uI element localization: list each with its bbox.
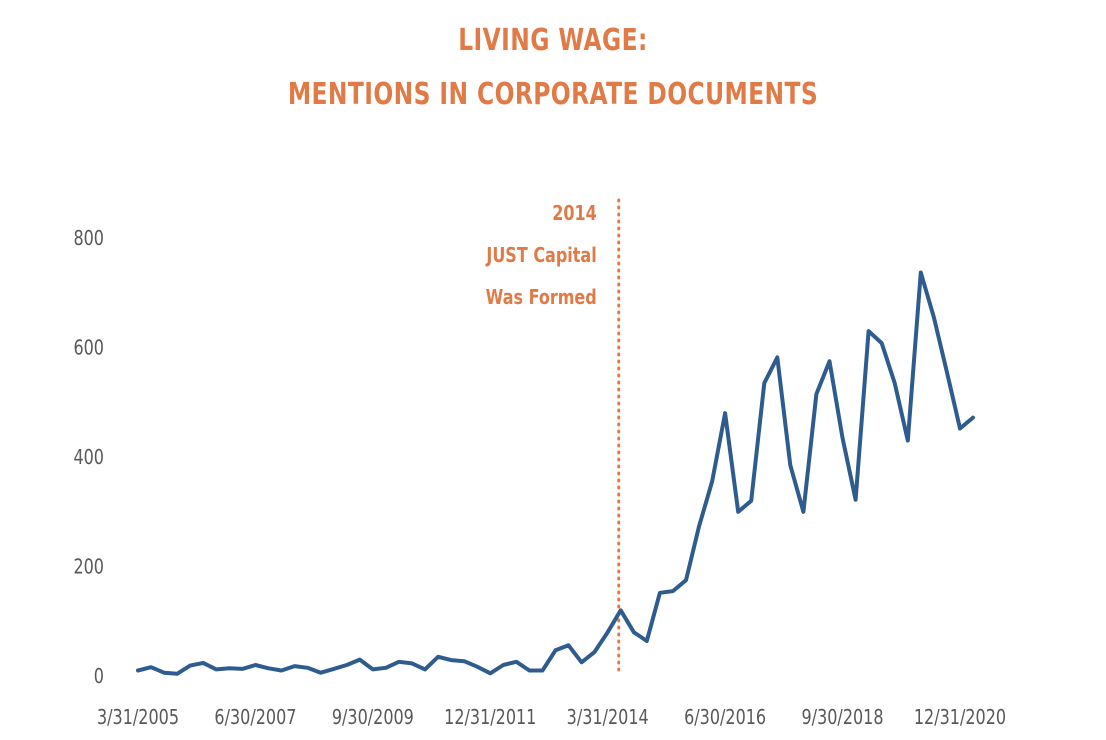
data-point xyxy=(854,498,858,502)
data-point xyxy=(214,667,218,671)
data-point xyxy=(423,667,427,671)
data-point xyxy=(527,669,531,673)
data-point xyxy=(814,392,818,396)
data-point xyxy=(762,381,766,385)
data-point xyxy=(606,630,610,634)
x-tick-label: 9/30/2018 xyxy=(802,706,884,729)
data-point xyxy=(253,663,257,667)
data-point xyxy=(788,463,792,467)
data-point xyxy=(175,672,179,676)
data-point xyxy=(971,416,975,420)
data-point xyxy=(462,659,466,663)
data-point xyxy=(188,664,192,668)
annotation-group: 2014 JUST Capital Was Formed xyxy=(485,198,621,678)
data-point xyxy=(345,663,349,667)
data-point xyxy=(306,666,310,670)
data-point xyxy=(162,671,166,675)
data-point xyxy=(697,525,701,529)
data-point xyxy=(671,589,675,593)
x-tick-label: 6/30/2007 xyxy=(214,706,296,729)
x-tick-label: 6/30/2016 xyxy=(684,706,766,729)
data-point xyxy=(632,630,636,634)
data-point xyxy=(801,510,805,514)
data-point xyxy=(436,655,440,659)
data-point xyxy=(645,639,649,643)
y-tick-label: 200 xyxy=(73,556,104,579)
data-point xyxy=(658,591,662,595)
y-axis-ticks: 0 200 400 600 800 xyxy=(73,227,104,688)
chart-title-line-1: LIVING WAGE: xyxy=(458,23,648,58)
data-point xyxy=(593,650,597,654)
data-point xyxy=(332,667,336,671)
data-point xyxy=(514,660,518,664)
data-point xyxy=(384,666,388,670)
data-point xyxy=(932,315,936,319)
y-tick-label: 600 xyxy=(73,337,104,360)
data-point xyxy=(319,671,323,675)
data-point xyxy=(827,359,831,363)
y-tick-label: 800 xyxy=(73,227,104,250)
data-point xyxy=(488,671,492,675)
data-point xyxy=(410,661,414,665)
data-point xyxy=(554,648,558,652)
annotation-text: Was Formed xyxy=(486,286,597,309)
series-group xyxy=(136,270,975,676)
data-point xyxy=(136,669,140,673)
x-tick-label: 12/31/2011 xyxy=(444,706,536,729)
data-point xyxy=(358,658,362,662)
data-point xyxy=(540,669,544,673)
data-point xyxy=(266,666,270,670)
data-point xyxy=(227,666,231,670)
data-point xyxy=(958,427,962,431)
data-point xyxy=(867,329,871,333)
chart-title-line-2: MENTIONS IN CORPORATE DOCUMENTS xyxy=(287,77,819,112)
data-point xyxy=(736,510,740,514)
x-tick-label: 9/30/2009 xyxy=(332,706,414,729)
x-tick-label: 3/31/2005 xyxy=(97,706,179,729)
data-point xyxy=(201,661,205,665)
annotation-text: JUST Capital xyxy=(485,244,597,267)
data-point xyxy=(749,499,753,503)
data-point xyxy=(945,370,949,374)
data-point xyxy=(775,355,779,359)
data-point xyxy=(684,578,688,582)
x-axis-ticks: 3/31/2005 6/30/2007 9/30/2009 12/31/2011 3/3… xyxy=(97,706,1006,729)
data-point xyxy=(619,608,623,612)
y-tick-label: 400 xyxy=(73,446,104,469)
data-point xyxy=(567,643,571,647)
data-point xyxy=(475,665,479,669)
data-point xyxy=(880,341,884,345)
data-point xyxy=(906,439,910,443)
series-line xyxy=(136,270,975,676)
y-tick-label: 0 xyxy=(94,665,104,688)
annotation-text: 2014 xyxy=(552,202,597,225)
data-point xyxy=(919,270,923,274)
data-point xyxy=(449,658,453,662)
data-point xyxy=(371,667,375,671)
data-point xyxy=(293,664,297,668)
data-point xyxy=(841,436,845,440)
data-point xyxy=(240,667,244,671)
data-point xyxy=(580,660,584,664)
data-point xyxy=(280,669,284,673)
data-point xyxy=(397,660,401,664)
data-point xyxy=(893,381,897,385)
data-point xyxy=(149,665,153,669)
data-point xyxy=(710,480,714,484)
data-point xyxy=(723,411,727,415)
x-tick-label: 12/31/2020 xyxy=(914,706,1006,729)
chart-title: LIVING WAGE: MENTIONS IN CORPORATE DOCUM… xyxy=(0,14,1106,122)
x-tick-label: 3/31/2014 xyxy=(567,706,649,729)
data-point xyxy=(501,663,505,667)
